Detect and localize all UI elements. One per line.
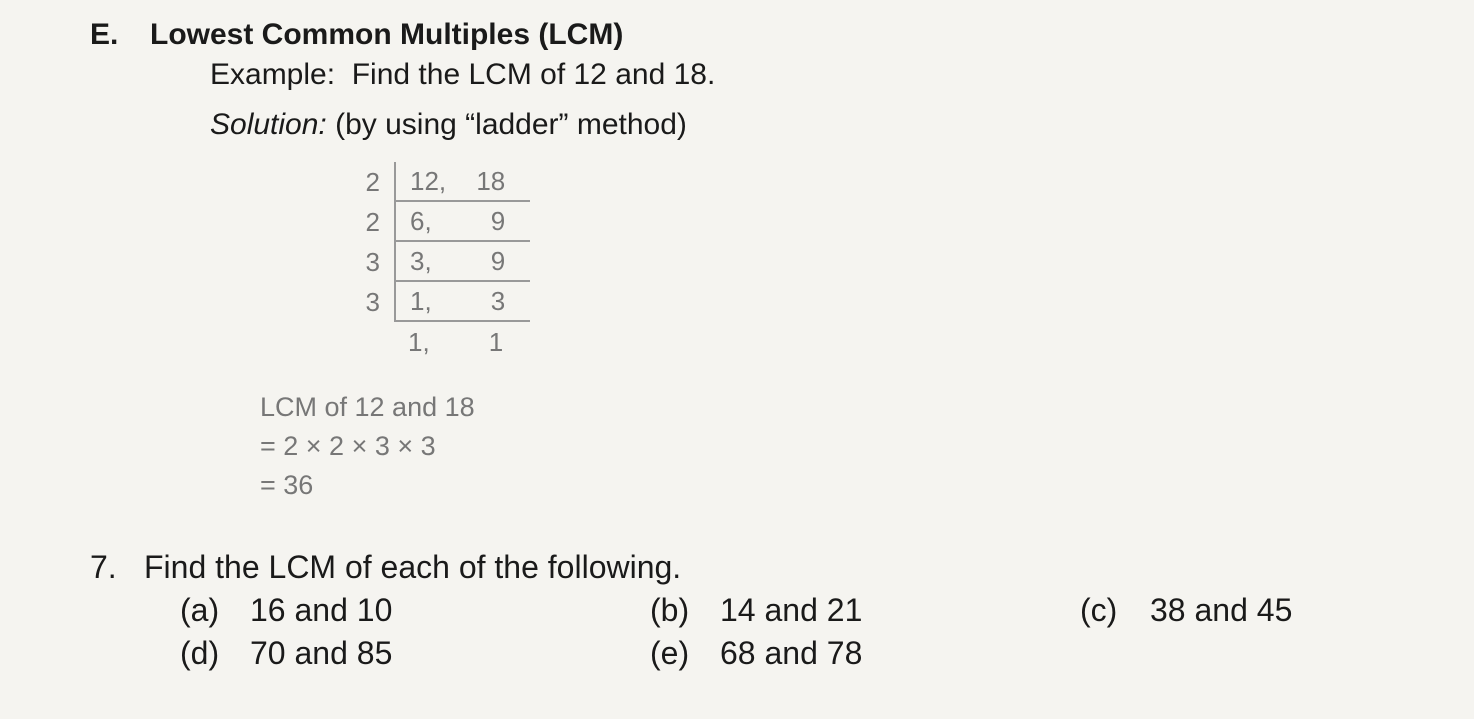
part-text: 14 and 21	[720, 592, 862, 629]
example-line: Example: Find the LCM of 12 and 18.	[210, 58, 1434, 92]
section-letter: E.	[90, 18, 150, 52]
ladder-num-a: 6,	[410, 202, 458, 240]
part-text: 16 and 10	[250, 592, 392, 629]
ladder-num-b: 9	[465, 242, 505, 280]
question-number: 7.	[90, 549, 144, 586]
lcm-calc-line: = 2 × 2 × 3 × 3	[260, 427, 1434, 466]
ladder-method: 2 12, 18 2 6, 9 3 3, 9 3 1, 3	[340, 162, 1434, 362]
question-text: Find the LCM of each of the following.	[144, 549, 681, 586]
ladder-num-a: 1,	[410, 282, 458, 320]
part-d: (d) 70 and 85	[180, 635, 650, 672]
part-text: 38 and 45	[1150, 592, 1292, 629]
ladder-row: 2 12, 18	[340, 162, 1434, 202]
solution-line: Solution: (by using “ladder” method)	[210, 108, 1434, 142]
ladder-num-a: 3,	[410, 242, 458, 280]
question-7-parts-row-2: (d) 70 and 85 (e) 68 and 78	[180, 635, 1434, 672]
lcm-calc-line: LCM of 12 and 18	[260, 388, 1434, 427]
part-b: (b) 14 and 21	[650, 592, 1080, 629]
ladder-num-a: 12,	[410, 162, 458, 200]
ladder-divisor: 2	[340, 207, 394, 238]
example-text: Find the LCM of 12 and 18.	[352, 58, 716, 91]
ladder-divisor: 3	[340, 247, 394, 278]
worksheet-page: E. Lowest Common Multiples (LCM) Example…	[0, 0, 1474, 719]
part-a: (a) 16 and 10	[180, 592, 650, 629]
part-letter: (e)	[650, 635, 720, 672]
ladder-num-b: 1	[463, 323, 503, 361]
section-title: Lowest Common Multiples (LCM)	[150, 18, 623, 52]
ladder-num-b: 9	[465, 202, 505, 240]
part-text: 68 and 78	[720, 635, 862, 672]
ladder-pair: 3, 9	[394, 242, 530, 282]
part-letter: (c)	[1080, 592, 1150, 629]
solution-text: (by using “ladder” method)	[335, 108, 687, 141]
part-text: 70 and 85	[250, 635, 392, 672]
ladder-num-b: 18	[465, 162, 505, 200]
ladder-pair: 1, 1	[394, 323, 528, 361]
ladder-divisor: 2	[340, 167, 394, 198]
part-letter: (a)	[180, 592, 250, 629]
ladder-pair: 6, 9	[394, 202, 530, 242]
part-e: (e) 68 and 78	[650, 635, 1080, 672]
part-letter: (d)	[180, 635, 250, 672]
ladder-num-a: 1,	[408, 323, 456, 361]
part-c: (c) 38 and 45	[1080, 592, 1410, 629]
lcm-calc-line: = 36	[260, 466, 1434, 505]
part-empty	[1080, 635, 1410, 672]
question-7-parts-row-1: (a) 16 and 10 (b) 14 and 21 (c) 38 and 4…	[180, 592, 1434, 629]
ladder-pair: 1, 3	[394, 282, 530, 322]
question-7: 7. Find the LCM of each of the following…	[90, 549, 1434, 586]
part-letter: (b)	[650, 592, 720, 629]
ladder-pair: 12, 18	[394, 162, 530, 202]
ladder-divisor: 3	[340, 287, 394, 318]
example-prefix: Example:	[210, 58, 335, 91]
solution-prefix: Solution:	[210, 108, 327, 141]
lcm-calculation: LCM of 12 and 18 = 2 × 2 × 3 × 3 = 36	[260, 388, 1434, 505]
section-heading-row: E. Lowest Common Multiples (LCM)	[90, 18, 1434, 52]
ladder-row: 3 1, 3	[340, 282, 1434, 322]
ladder-row: 1, 1	[340, 322, 1434, 362]
ladder-num-b: 3	[465, 282, 505, 320]
ladder-row: 2 6, 9	[340, 202, 1434, 242]
ladder-row: 3 3, 9	[340, 242, 1434, 282]
